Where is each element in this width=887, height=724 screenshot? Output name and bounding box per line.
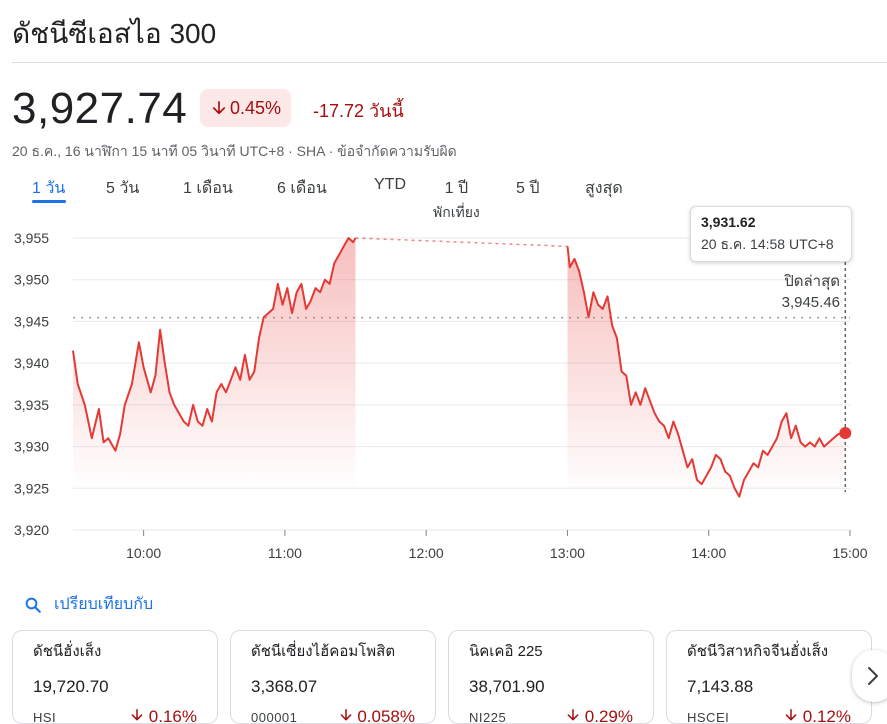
- arrow-down-icon: [131, 708, 143, 721]
- page-title: ดัชนีซีเอสไอ 300: [12, 18, 217, 49]
- tab-label: 5 วัน: [106, 180, 140, 197]
- card-change-value: 0.058%: [357, 707, 415, 724]
- tab-label: 1 ปี: [444, 180, 469, 197]
- y-tick-label: 3,950: [14, 272, 49, 288]
- y-tick-label: 3,940: [14, 355, 49, 371]
- card-change: 0.12%: [784, 707, 851, 724]
- card-name: นิคเคอิ 225: [469, 643, 543, 660]
- tab-label: 1 เดือน: [183, 180, 233, 197]
- card-symbol: 000001: [251, 710, 298, 724]
- y-tick-label: 3,925: [14, 480, 49, 496]
- tab-label: 6 เดือน: [277, 180, 327, 197]
- hover-point: [839, 427, 852, 440]
- tab-label: สูงสุด: [585, 180, 623, 197]
- tab-label: 1 วัน: [32, 180, 66, 197]
- tab-5y[interactable]: 5 ปี: [516, 176, 540, 201]
- card-symbol: NI225: [469, 710, 507, 724]
- y-tick-label: 3,920: [14, 522, 49, 538]
- series-line: [566, 246, 846, 498]
- tab-5d[interactable]: 5 วัน: [106, 176, 139, 201]
- related-index-card[interactable]: นิคเคอิ 225 38,701.90 NI225 0.29%: [448, 630, 654, 724]
- compare-label: เปรียบเทียบกับ: [54, 596, 154, 613]
- x-tick-label: 14:00: [691, 545, 726, 561]
- card-value: 38,701.90: [469, 677, 545, 696]
- arrow-down-icon: [340, 708, 352, 721]
- x-tick-label: 12:00: [409, 545, 444, 561]
- tooltip-time: 20 ธ.ค. 14:58 UTC+8: [701, 236, 834, 252]
- y-tick-label: 3,930: [14, 439, 49, 455]
- card-change: 0.29%: [566, 707, 633, 724]
- related-index-card[interactable]: ดัชนีวิสาหกิจจีนฮั่งเส็ง 7,143.88 HSCEI …: [666, 630, 872, 724]
- card-value: 7,143.88: [687, 677, 754, 696]
- chart-tooltip: 3,931.62 20 ธ.ค. 14:58 UTC+8: [690, 206, 852, 262]
- y-tick-label: 3,945: [14, 313, 49, 329]
- tooltip-value: 3,931.62: [701, 214, 756, 230]
- card-change: 0.058%: [339, 707, 415, 724]
- series-line: [72, 237, 357, 452]
- card-name: ดัชนีฮั่งเส็ง: [33, 643, 102, 660]
- card-value: 3,368.07: [251, 677, 318, 696]
- change-percent-badge: 0.45%: [200, 89, 292, 127]
- current-price: 3,927.74: [12, 84, 188, 133]
- lunch-break-label: พักเที่ยง: [433, 204, 480, 220]
- tab-label: YTD: [374, 176, 406, 193]
- lunch-break-line: [355, 237, 568, 248]
- y-tick-label: 3,955: [14, 230, 49, 246]
- change-absolute: -17.72 วันนี้: [313, 101, 404, 121]
- y-tick-label: 3,935: [14, 397, 49, 413]
- change-percent: 0.45%: [230, 98, 282, 118]
- card-change-value: 0.29%: [584, 707, 633, 724]
- tab-1m[interactable]: 1 เดือน: [183, 176, 233, 201]
- search-icon: [25, 597, 41, 613]
- x-tick-label: 15:00: [832, 545, 867, 561]
- tab-1y[interactable]: 1 ปีพักเที่ยง: [433, 176, 480, 224]
- tab-ytd[interactable]: YTD: [374, 176, 406, 194]
- previous-close-value: 3,945.46: [781, 294, 840, 311]
- x-tick-label: 13:00: [550, 545, 585, 561]
- price-chart[interactable]: 3,955 3,950 3,945 3,940 3,935 3,930 3,925 3,920…: [0, 200, 887, 570]
- header-divider: [12, 62, 887, 63]
- card-name: ดัชนีเซี่ยงไฮ้คอมโพสิต: [251, 643, 396, 660]
- related-index-card[interactable]: ดัชนีฮั่งเส็ง 19,720.70 HSI 0.16%: [12, 630, 218, 724]
- tab-6m[interactable]: 6 เดือน: [277, 176, 327, 201]
- arrow-down-icon: [785, 708, 797, 721]
- chevron-right-icon: [868, 667, 878, 685]
- previous-close: ปิดล่าสุด 3,945.46: [782, 271, 840, 313]
- active-tab-underline: [32, 200, 66, 203]
- card-change-value: 0.12%: [802, 707, 851, 724]
- compare-button[interactable]: เปรียบเทียบกับ: [24, 592, 153, 617]
- tab-1d[interactable]: 1 วัน: [32, 176, 65, 201]
- x-tick-label: 10:00: [126, 545, 161, 561]
- arrow-down-icon: [212, 101, 226, 115]
- card-symbol: HSCEI: [687, 710, 730, 724]
- card-change: 0.16%: [130, 707, 197, 724]
- x-tick-label: 11:00: [268, 545, 302, 561]
- tab-label: 5 ปี: [516, 180, 540, 197]
- related-index-card[interactable]: ดัชนีเซี่ยงไฮ้คอมโพสิต 3,368.07 000001 0…: [230, 630, 436, 724]
- card-change-value: 0.16%: [148, 707, 197, 724]
- tab-max[interactable]: สูงสุด: [585, 176, 623, 201]
- range-tabs: 1 วัน 5 วัน 1 เดือน 6 เดือน YTD 1 ปีพักเ…: [0, 176, 887, 220]
- card-value: 19,720.70: [33, 677, 109, 696]
- price-meta: 20 ธ.ค., 16 นาฬิกา 15 นาที 05 วินาที UTC…: [12, 143, 457, 159]
- next-cards-button[interactable]: [852, 650, 887, 702]
- arrow-down-icon: [567, 708, 579, 721]
- previous-close-label: ปิดล่าสุด: [784, 273, 840, 290]
- card-symbol: HSI: [33, 710, 57, 724]
- series-area: [567, 246, 846, 497]
- series-area: [73, 238, 356, 490]
- card-name: ดัชนีวิสาหกิจจีนฮั่งเส็ง: [687, 643, 829, 660]
